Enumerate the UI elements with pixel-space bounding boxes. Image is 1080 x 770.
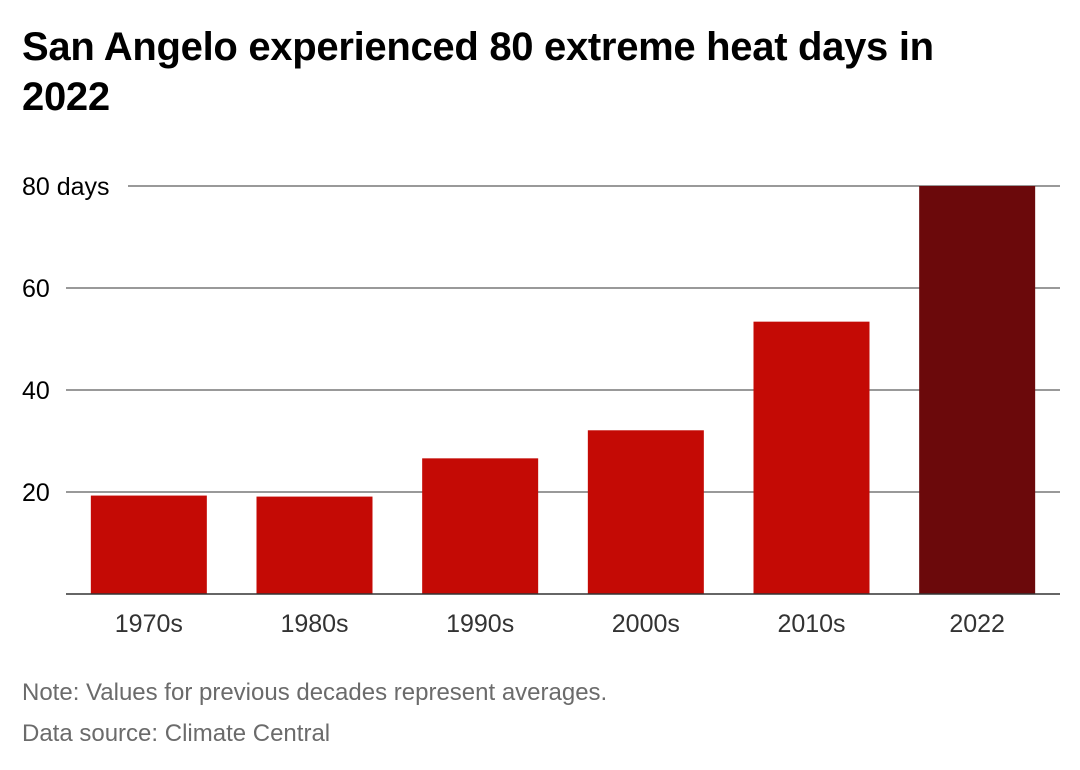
x-tick-label: 2010s (777, 610, 845, 638)
bar-1980s (256, 496, 373, 594)
bar-1970s (90, 495, 207, 594)
x-tick-label: 2022 (949, 610, 1005, 638)
y-tick-label: 80 days (22, 173, 110, 201)
y-tick-label: 60 (22, 275, 50, 303)
x-tick-label: 1970s (115, 610, 183, 638)
bar-2000s (587, 430, 704, 594)
y-tick-label: 20 (22, 479, 50, 507)
chart-note: Note: Values for previous decades repres… (22, 679, 608, 706)
bars (90, 186, 1036, 594)
tick-labels: 20 40 60 80 days 1970s 1980s 1990s 2000s 2010s 20… (22, 173, 1005, 638)
x-tick-label: 1990s (446, 610, 514, 638)
data-source: Data source: Climate Central (22, 720, 331, 747)
x-tick-label: 1980s (280, 610, 348, 638)
bar-1990s (422, 458, 539, 594)
bar-2010s (753, 321, 870, 594)
y-tick-label: 40 (22, 377, 50, 405)
x-tick-label: 2000s (612, 610, 680, 638)
bar-2022 (919, 186, 1036, 594)
gridlines (66, 185, 1060, 493)
chart-title: San Angelo experienced 80 extreme heat d… (22, 25, 934, 119)
